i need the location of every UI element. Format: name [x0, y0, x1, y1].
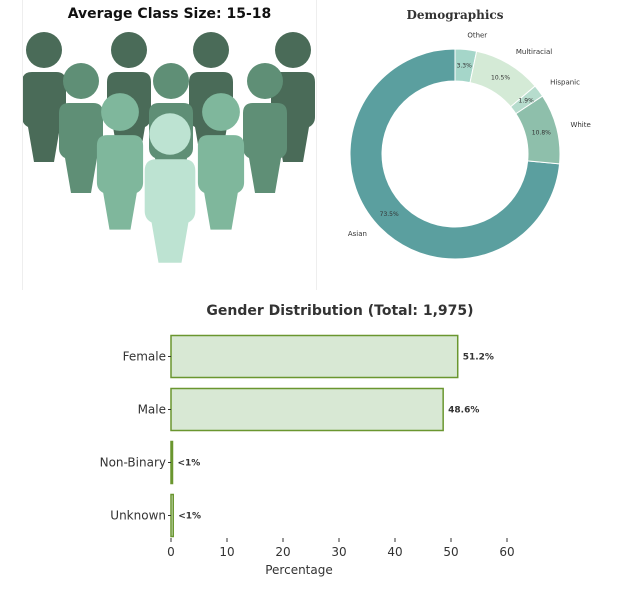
bar-value-label: 51.2% [463, 353, 494, 363]
x-tick-label: 30 [331, 545, 346, 559]
person-figure [59, 63, 103, 193]
donut-pct-label: 10.8% [532, 129, 551, 136]
person-figure [197, 93, 245, 230]
bar-unknown [170, 493, 174, 538]
gender-bar-chart: Female 51.2% Male 48.6% Non-Binary <1% Unknown… [100, 334, 515, 577]
donut-category-label: Hispanic [550, 79, 580, 87]
donut-category-label: Multiracial [516, 48, 552, 56]
donut-slice-multiracial [469, 50, 536, 108]
bar-value-label: 48.6% [448, 406, 479, 416]
donut-slice-asian [349, 48, 561, 260]
x-axis-label: Percentage [265, 563, 333, 577]
donut-category-label: White [570, 121, 590, 129]
donut-category-label: Asian [348, 230, 367, 238]
category-label: Non-Binary [100, 456, 166, 470]
x-tick-label: 20 [275, 545, 290, 559]
bar-non-binary [170, 440, 174, 485]
donut-slice-other [454, 48, 478, 84]
x-tick-label: 40 [387, 545, 402, 559]
bar-value-label: <1% [178, 459, 201, 469]
category-label: Female [123, 350, 166, 364]
person-figure [144, 113, 196, 263]
person-figure [243, 63, 287, 193]
gender-chart-title: Gender Distribution (Total: 1,975) [206, 303, 474, 319]
x-tick-label: 0 [167, 545, 175, 559]
x-tick-label: 10 [219, 545, 234, 559]
donut-pct-label: 10.5% [491, 75, 510, 82]
x-tick-label: 50 [443, 545, 458, 559]
class-size-title: Average Class Size: 15-18 [67, 6, 272, 22]
donut-slice-white [515, 95, 561, 165]
bar-value-label: <1% [178, 512, 201, 522]
demographics-title: Demographics [406, 8, 504, 22]
bar-female [170, 334, 459, 379]
demographics-donut-chart: 73.5% Asian 3.3% Other 10.5% Multiracial 1.9% H… [348, 32, 591, 260]
bar-male [170, 387, 444, 432]
donut-pct-label: 1.9% [519, 98, 535, 105]
person-figure [96, 93, 144, 230]
category-label: Unknown [110, 509, 166, 523]
donut-pct-label: 73.5% [380, 211, 399, 218]
people-illustration [23, 32, 315, 263]
donut-slice-hispanic [509, 85, 544, 115]
demographics-panel: Demographics 73.5% Asian 3.3% Other 10.5% Mul… [330, 0, 639, 290]
person-figure [23, 32, 66, 162]
x-tick-label: 60 [499, 545, 514, 559]
donut-pct-label: 3.3% [457, 62, 473, 69]
category-label: Male [138, 403, 166, 417]
donut-category-label: Other [467, 32, 487, 40]
class-size-panel: Average Class Size: 15-18 [22, 0, 317, 290]
